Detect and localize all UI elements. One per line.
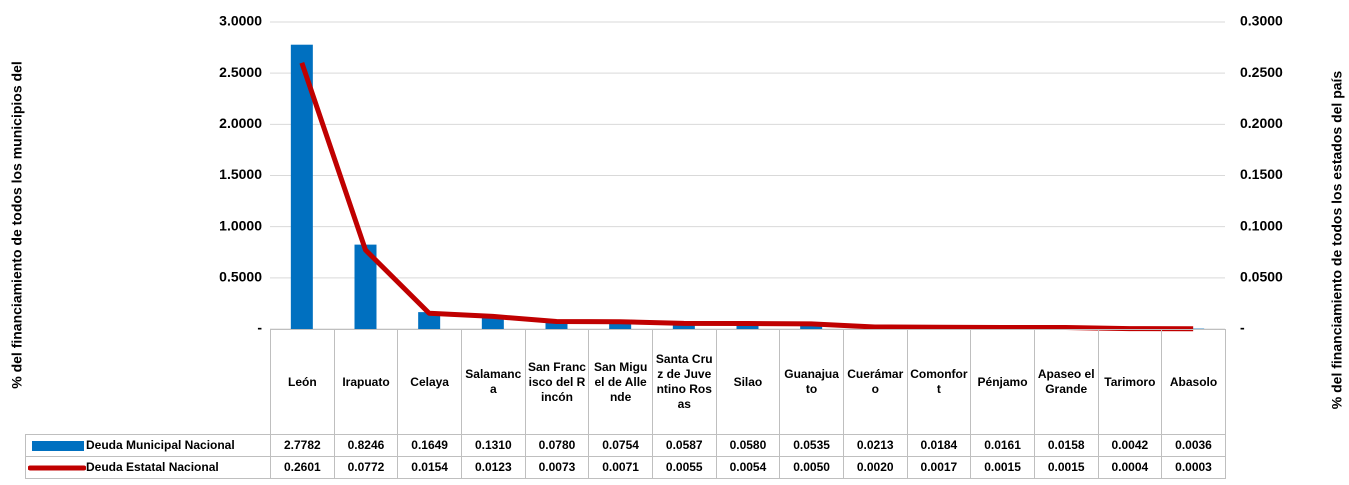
table-value: 0.0535 bbox=[779, 434, 844, 457]
legend-swatch bbox=[27, 465, 87, 471]
table-value: 0.0036 bbox=[1161, 434, 1226, 457]
legend-label: Deuda Municipal Nacional bbox=[86, 438, 235, 452]
table-value: 0.0055 bbox=[651, 456, 717, 479]
table-value: 0.0754 bbox=[588, 434, 653, 457]
category-label: Pénjamo bbox=[970, 329, 1035, 435]
table-value: 0.0154 bbox=[397, 456, 462, 479]
table-value: 0.0003 bbox=[1161, 456, 1226, 479]
y2-tick-label: 0.2000 bbox=[1240, 115, 1283, 131]
table-value: 0.0161 bbox=[970, 434, 1035, 457]
category-label: Cuerámaro bbox=[842, 329, 908, 435]
y-tick-label: 0.5000 bbox=[219, 269, 262, 285]
table-value: 0.0050 bbox=[779, 456, 844, 479]
table-value: 0.2601 bbox=[270, 456, 335, 479]
category-label: San Francisco del Rincón bbox=[524, 329, 590, 435]
legend-entry: Deuda Estatal Nacional bbox=[25, 456, 271, 479]
table-value: 0.0017 bbox=[906, 456, 972, 479]
table-value: 0.0042 bbox=[1097, 434, 1163, 457]
bar bbox=[418, 312, 441, 329]
y2-tick-label: 0.0500 bbox=[1240, 269, 1283, 285]
category-label: Guanajuato bbox=[779, 329, 844, 435]
y-tick-label: 1.0000 bbox=[219, 217, 262, 233]
table-value: 0.0213 bbox=[842, 434, 908, 457]
table-value: 0.0054 bbox=[715, 456, 781, 479]
table-value: 0.0015 bbox=[970, 456, 1035, 479]
legend-swatch-bar bbox=[32, 440, 84, 451]
bar bbox=[290, 44, 313, 329]
category-label: Abasolo bbox=[1161, 329, 1226, 435]
bar bbox=[609, 321, 632, 329]
y-tick-label: 3.0000 bbox=[219, 13, 262, 29]
bar bbox=[354, 244, 377, 329]
table-value: 2.7782 bbox=[270, 434, 335, 457]
table-row: Deuda Municipal Nacional 2.7782 0.8246 0.16… bbox=[25, 434, 1226, 457]
category-label: Santa Cruz de Juventino Rosas bbox=[651, 329, 717, 435]
table-value: 0.0015 bbox=[1033, 456, 1099, 479]
table-header-row: León Irapuato Celaya Salamanca San Francisco… bbox=[25, 329, 1226, 435]
y2-tick-label: 0.2500 bbox=[1240, 64, 1283, 80]
legend-entry: Deuda Municipal Nacional bbox=[25, 434, 271, 457]
category-label: Celaya bbox=[397, 329, 462, 435]
y2-axis-title: % del financiamiento de todos los estado… bbox=[1329, 71, 1345, 410]
table-value: 0.0580 bbox=[715, 434, 781, 457]
table-value: 0.8246 bbox=[333, 434, 399, 457]
table-value: 0.0780 bbox=[524, 434, 590, 457]
category-label: Comonfort bbox=[906, 329, 972, 435]
table-value: 0.0158 bbox=[1033, 434, 1099, 457]
y-axis-title: % del financiamiento de todos los munici… bbox=[9, 61, 25, 389]
table-value: 0.0184 bbox=[906, 434, 972, 457]
y2-tick-label: 0.1000 bbox=[1240, 217, 1283, 233]
table-corner bbox=[25, 329, 271, 435]
bar bbox=[672, 322, 695, 329]
category-label: Irapuato bbox=[333, 329, 399, 435]
line bbox=[299, 62, 1194, 332]
y-tick-label: - bbox=[257, 320, 262, 336]
category-label: León bbox=[270, 329, 335, 435]
y2-tick-label: - bbox=[1240, 320, 1245, 336]
y-tick-label: 2.5000 bbox=[219, 64, 262, 80]
category-label: Silao bbox=[715, 329, 781, 435]
legend-swatch bbox=[32, 440, 84, 451]
y2-tick-label: 0.3000 bbox=[1240, 13, 1283, 29]
y2-tick-label: 0.1500 bbox=[1240, 166, 1283, 182]
table-value: 0.0004 bbox=[1097, 456, 1163, 479]
table-value: 0.0073 bbox=[524, 456, 590, 479]
table-value: 0.0071 bbox=[588, 456, 653, 479]
category-label: Tarimoro bbox=[1097, 329, 1163, 435]
table-value: 0.0123 bbox=[460, 456, 526, 479]
category-label: Apaseo el Grande bbox=[1033, 329, 1099, 435]
bar bbox=[545, 321, 568, 329]
y-tick-label: 2.0000 bbox=[219, 115, 262, 131]
table-value: 0.0020 bbox=[842, 456, 908, 479]
y-tick-label: 1.5000 bbox=[219, 166, 262, 182]
table-value: 0.0587 bbox=[651, 434, 717, 457]
data-table: León Irapuato Celaya Salamanca San Francisco… bbox=[25, 329, 1226, 479]
table-row: Deuda Estatal Nacional 0.2601 0.0772 0.0154… bbox=[25, 456, 1226, 479]
legend-label: Deuda Estatal Nacional bbox=[86, 460, 219, 474]
table-value: 0.0772 bbox=[333, 456, 399, 479]
table-value: 0.1649 bbox=[397, 434, 462, 457]
table-value: 0.1310 bbox=[460, 434, 526, 457]
category-label: San Miguel de Allende bbox=[588, 329, 653, 435]
bar bbox=[736, 323, 759, 329]
category-label: Salamanca bbox=[460, 329, 526, 435]
